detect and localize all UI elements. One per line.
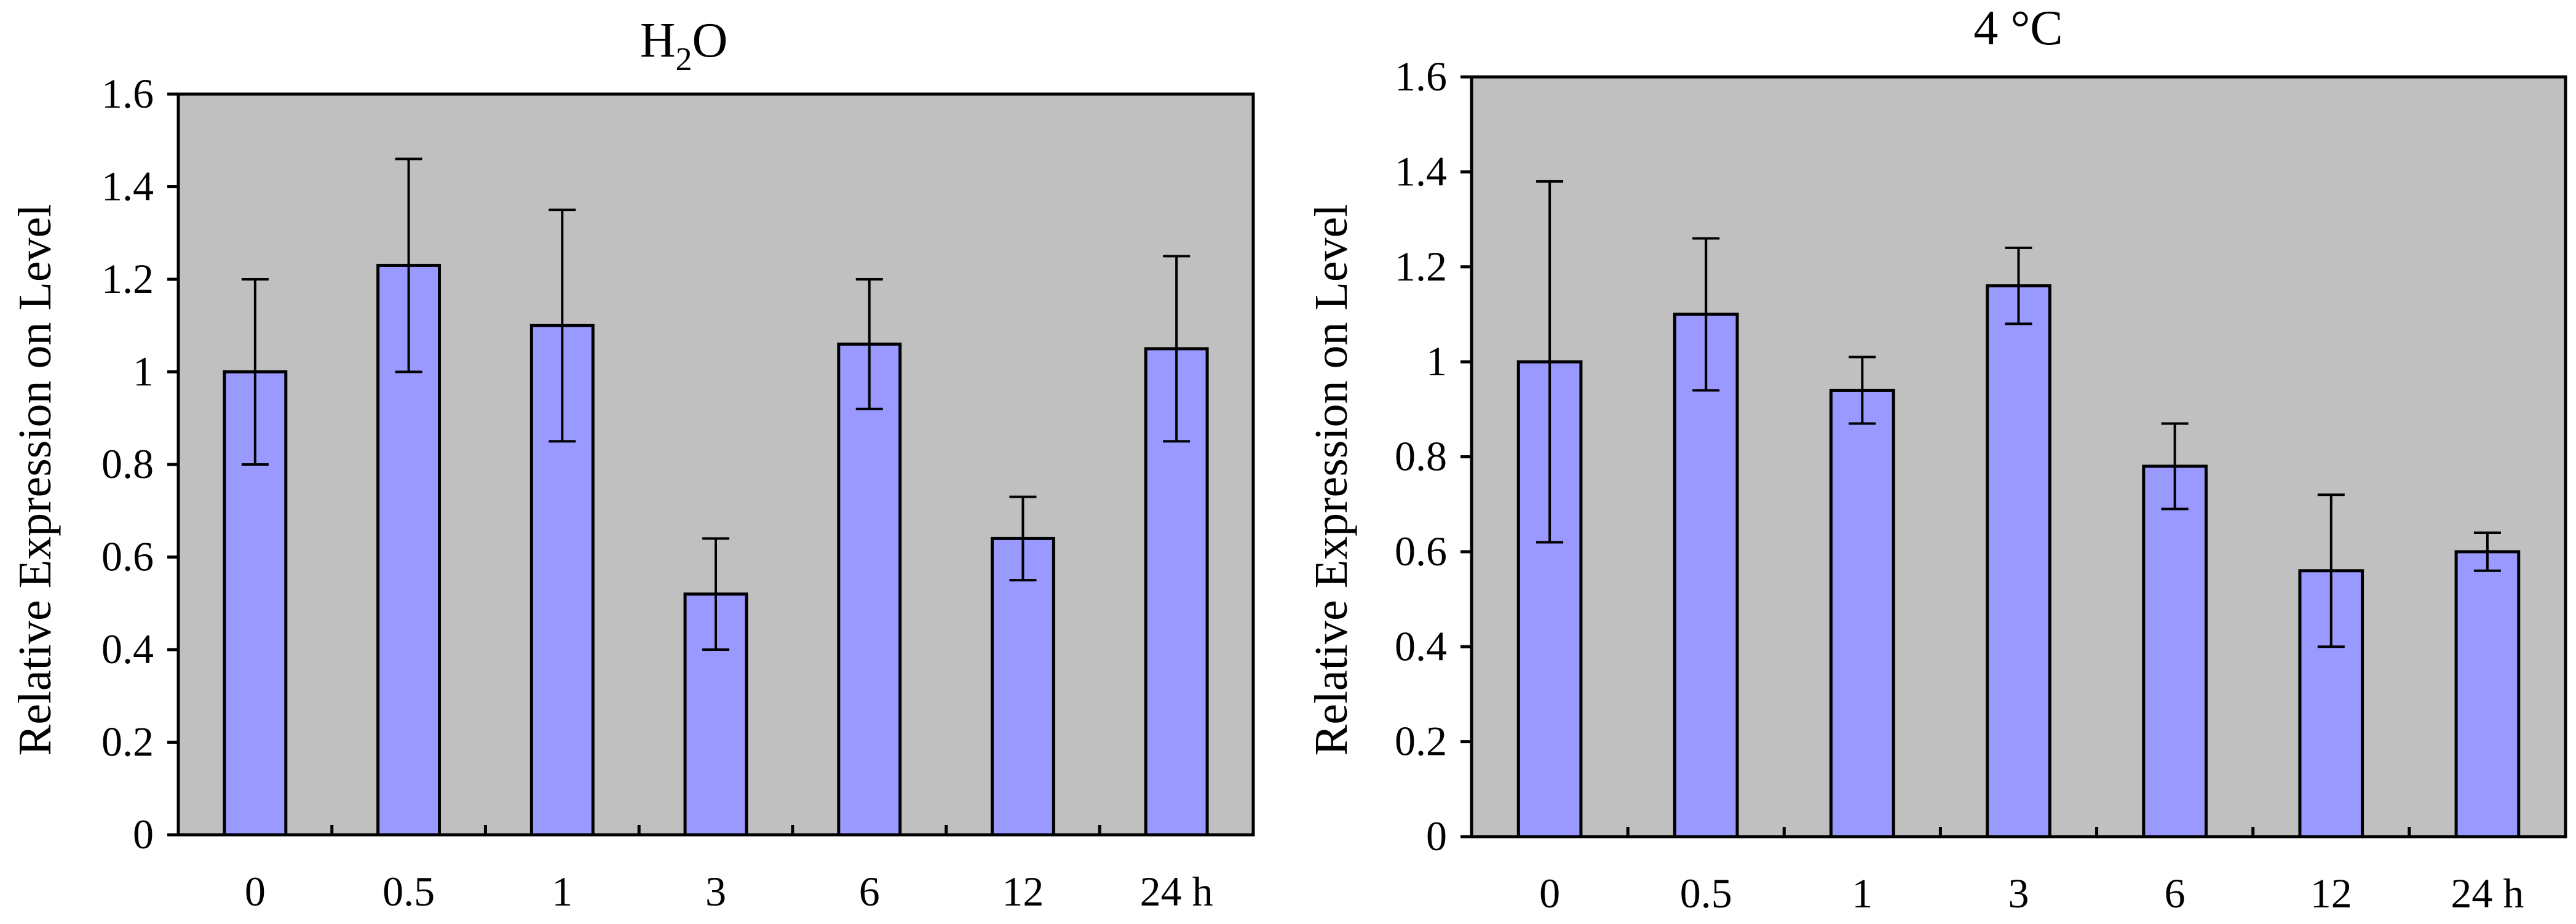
x-tick-label-4c-4: 6 xyxy=(2165,870,2186,917)
y-ticks-4c: 0 0.2 0.4 0.6 0.8 1 1.2 1.4 1.6 xyxy=(1395,53,1472,859)
x-tick-label-h2o-3: 3 xyxy=(705,868,726,915)
y-tick-label-h2o-6: 1.2 xyxy=(101,255,154,302)
x-tick-label-4c-0: 0 xyxy=(1539,870,1560,917)
y-tick-label-h2o-3: 0.6 xyxy=(101,533,154,580)
y-axis-label-4c: Relative Expression on Level xyxy=(1306,204,1357,756)
x-tick-label-4c-6: 24 h xyxy=(2451,870,2524,917)
x-ticks-h2o: 0 0.5 1 3 6 12 24 h xyxy=(245,825,1255,915)
bar-4c-3 xyxy=(1986,284,2051,838)
y-tick-label-h2o-5: 1 xyxy=(133,348,154,395)
x-tick-label-h2o-6: 24 h xyxy=(1140,868,1213,915)
y-tick-label-4c-7: 1.4 xyxy=(1395,148,1447,194)
y-ticks-h2o: 0 0.2 0.4 0.6 0.8 1 1.2 1.4 1.6 xyxy=(101,70,178,858)
bar-h2o-4 xyxy=(837,342,902,837)
y-tick-label-4c-5: 1 xyxy=(1426,338,1447,384)
x-tick-label-h2o-4: 6 xyxy=(859,868,880,915)
y-tick-label-4c-0: 0 xyxy=(1426,813,1447,859)
chart-title-h2o: H2O xyxy=(640,14,728,78)
y-tick-label-h2o-8: 1.6 xyxy=(101,70,154,117)
y-tick-label-4c-6: 1.2 xyxy=(1395,243,1447,290)
y-axis-label-h2o: Relative Expression on Level xyxy=(9,204,61,756)
y-tick-label-4c-3: 0.6 xyxy=(1395,528,1447,575)
y-tick-label-4c-2: 0.4 xyxy=(1395,623,1447,669)
chart-h2o: H2O Relative Expression on Level 0 0.2 0.4… xyxy=(9,14,1255,915)
y-tick-label-4c-4: 0.8 xyxy=(1395,433,1447,480)
bars-4c xyxy=(1516,180,2521,838)
x-tick-label-h2o-5: 12 xyxy=(1002,868,1044,915)
x-ticks-4c: 0 0.5 1 3 6 12 24 h xyxy=(1539,827,2567,917)
y-tick-label-h2o-4: 0.8 xyxy=(101,440,154,487)
x-tick-label-4c-5: 12 xyxy=(2310,870,2352,917)
y-tick-label-h2o-2: 0.4 xyxy=(101,626,154,672)
x-tick-label-4c-2: 1 xyxy=(1852,870,1873,917)
x-tick-label-4c-1: 0.5 xyxy=(1680,870,1732,917)
x-tick-label-4c-3: 3 xyxy=(2008,870,2029,917)
y-tick-label-4c-1: 0.2 xyxy=(1395,718,1447,765)
bar-4c-6 xyxy=(2454,550,2521,838)
x-tick-label-h2o-2: 1 xyxy=(552,868,573,915)
y-tick-label-h2o-1: 0.2 xyxy=(101,719,154,765)
y-tick-label-h2o-0: 0 xyxy=(133,811,154,858)
x-tick-label-h2o-1: 0.5 xyxy=(382,868,435,915)
bar-4c-2 xyxy=(1829,388,1895,838)
bars-h2o xyxy=(223,157,1209,837)
bar-h2o-5 xyxy=(990,536,1055,837)
x-tick-label-h2o-0: 0 xyxy=(245,868,266,915)
y-tick-label-4c-8: 1.6 xyxy=(1395,53,1447,100)
bar-4c-1 xyxy=(1673,313,1739,838)
chart-4c: 4 °C Relative Expression on Level 0 0.2 0.… xyxy=(1306,1,2567,917)
y-tick-label-h2o-7: 1.4 xyxy=(101,163,154,210)
bar-4c-4 xyxy=(2142,464,2208,838)
chart-title-4c: 4 °C xyxy=(1973,1,2063,55)
